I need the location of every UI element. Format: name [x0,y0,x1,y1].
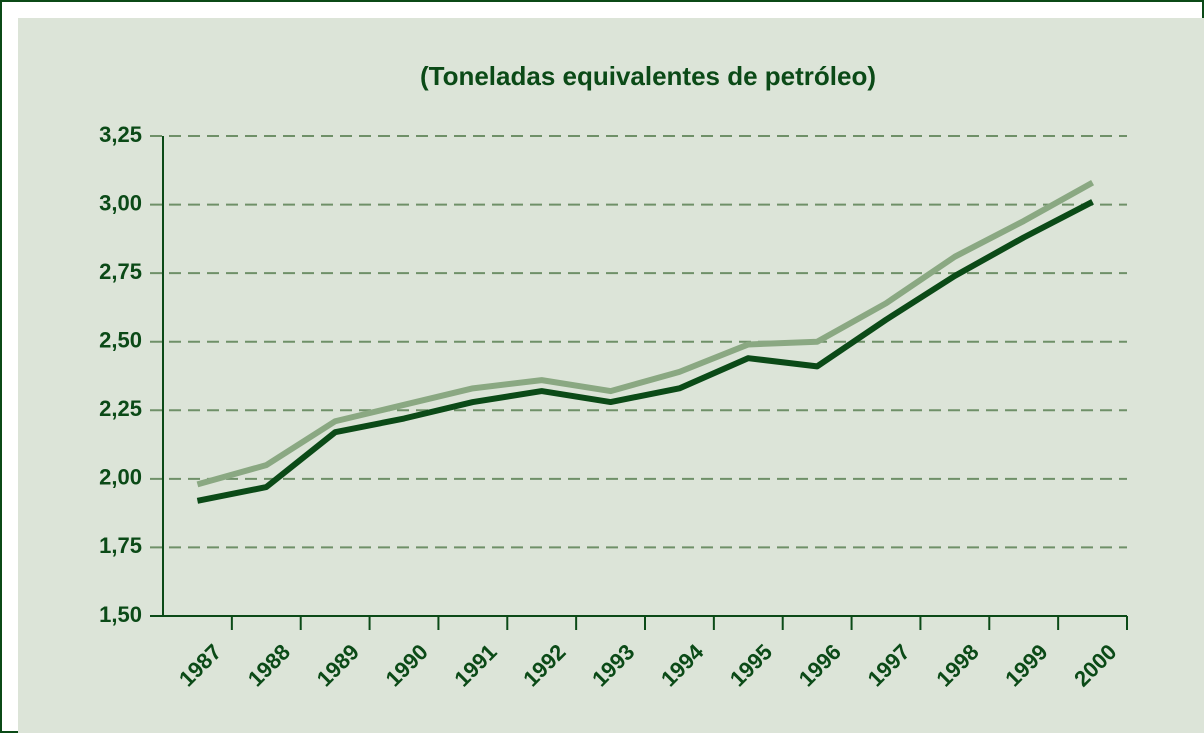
y-tick-label: 1,50 [99,602,142,627]
plot-background [18,18,1204,733]
y-tick-label: 2,00 [99,465,142,490]
y-tick-label: 2,75 [99,259,142,284]
y-tick-label: 3,00 [99,190,142,215]
series-line [196,180,1095,488]
y-tick-label: 1,75 [99,533,142,558]
series-line [196,199,1094,504]
y-tick-label: 2,50 [99,328,142,353]
lines [196,180,1095,504]
axes [150,136,1128,630]
grid [150,135,1127,549]
y-tick-label: 2,25 [99,396,142,421]
y-tick-label: 3,25 [99,122,142,147]
chart-title: (Toneladas equivalentes de petróleo) [420,61,876,91]
